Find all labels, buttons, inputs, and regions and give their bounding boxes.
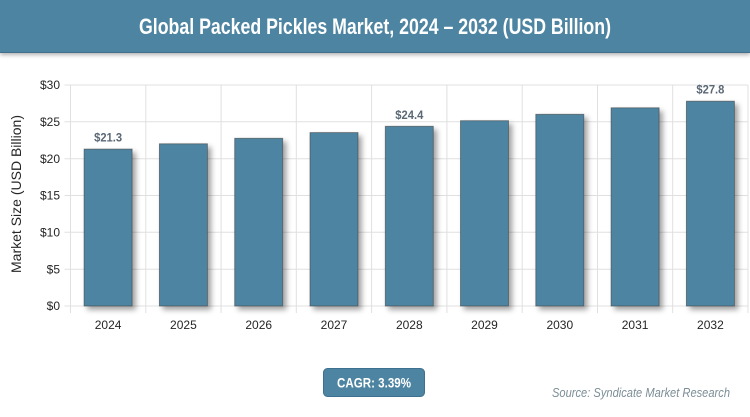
svg-text:$5: $5 (47, 262, 61, 276)
svg-text:2029: 2029 (471, 318, 498, 332)
svg-text:$0: $0 (47, 299, 61, 313)
svg-text:$25: $25 (40, 115, 60, 129)
svg-text:$10: $10 (40, 226, 60, 240)
svg-text:2025: 2025 (170, 318, 197, 332)
svg-text:2032: 2032 (697, 318, 724, 332)
svg-text:CAGR: 3.39%: CAGR: 3.39% (337, 375, 411, 391)
svg-text:$24.4: $24.4 (395, 108, 423, 122)
svg-text:Market Size (USD Billion): Market Size (USD Billion) (9, 115, 24, 273)
svg-text:2028: 2028 (396, 318, 423, 332)
svg-text:$30: $30 (40, 78, 60, 92)
svg-text:Global Packed Pickles Market,: Global Packed Pickles Market, 2024 – 203… (139, 14, 611, 39)
svg-text:2026: 2026 (245, 318, 272, 332)
svg-text:$15: $15 (40, 189, 60, 203)
svg-text:2027: 2027 (321, 318, 348, 332)
svg-text:Source: Syndicate Market Resea: Source: Syndicate Market Research (552, 386, 730, 400)
svg-text:2030: 2030 (546, 318, 573, 332)
svg-text:$20: $20 (40, 152, 60, 166)
svg-text:2024: 2024 (95, 318, 122, 332)
svg-text:$21.3: $21.3 (94, 131, 122, 145)
svg-text:$27.8: $27.8 (696, 83, 724, 97)
svg-text:2031: 2031 (622, 318, 649, 332)
